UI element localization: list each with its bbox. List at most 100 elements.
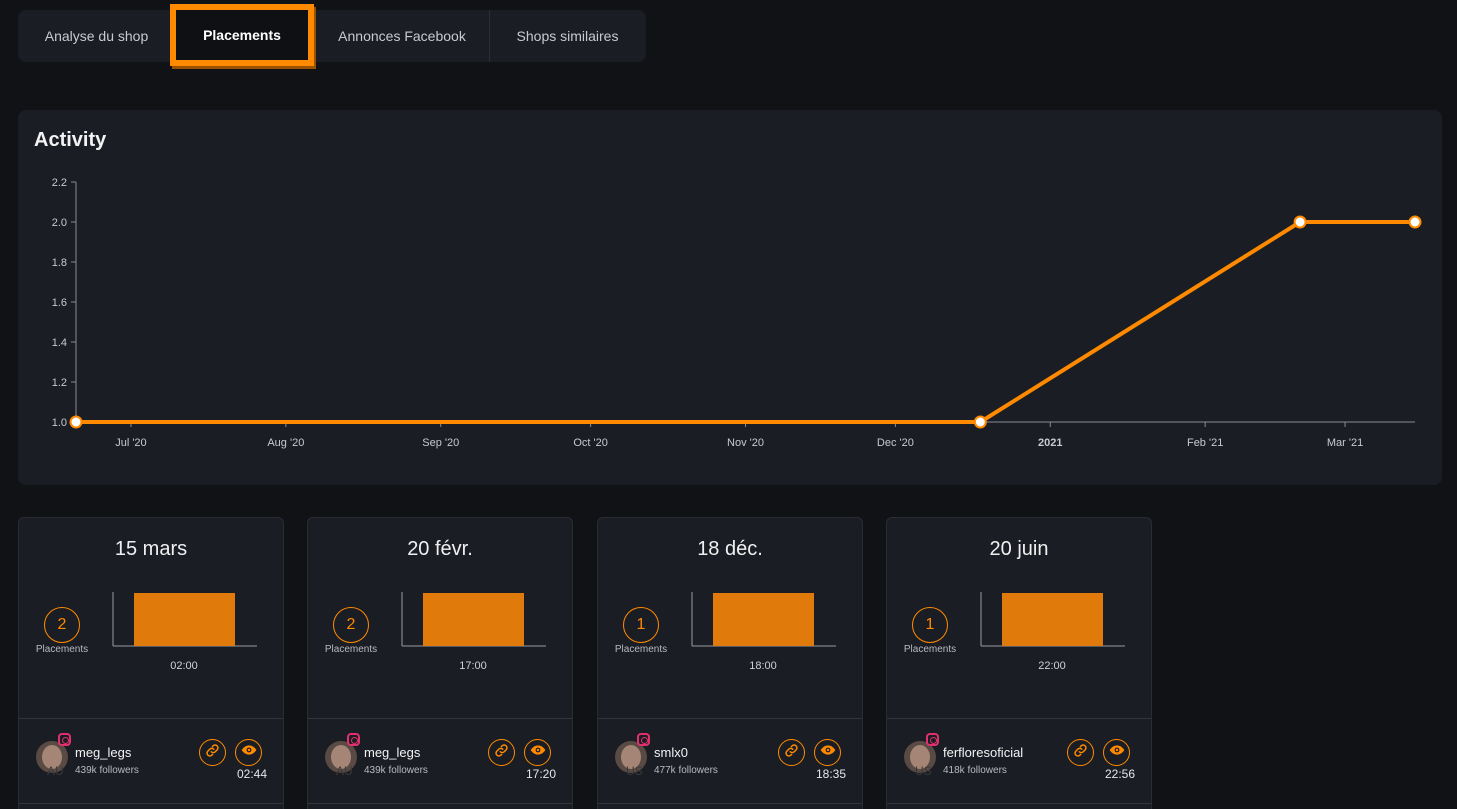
avatar[interactable] — [904, 741, 936, 773]
placement-card: 20 févr. 2 Placements 17:00 AU meg_legs … — [307, 517, 573, 809]
activity-title: Activity — [34, 129, 107, 151]
tab-placements[interactable]: Placements — [170, 4, 314, 66]
link-button[interactable] — [778, 739, 805, 766]
y-tick-label: 2.0 — [52, 217, 67, 229]
card-divider — [887, 718, 1151, 719]
hourly-bar-chart: 22:00 — [980, 592, 1125, 672]
y-tick-label: 1.8 — [52, 257, 67, 269]
x-tick-label: Oct '20 — [573, 437, 608, 449]
activity-panel: Activity 1.0 1.2 1.4 1.6 1.8 2.0 2.2 Jul '20 Au… — [18, 110, 1442, 485]
link-button[interactable] — [488, 739, 515, 766]
y-tick-label: 1.2 — [52, 377, 67, 389]
card-divider — [19, 803, 283, 804]
x-tick-label: 2021 — [1038, 437, 1062, 449]
tab-bar: Analyse du shop Annonces Facebook Shops … — [18, 10, 646, 62]
activity-line — [76, 220, 1415, 424]
instagram-icon — [58, 733, 71, 746]
influencer-username[interactable]: meg_legs — [75, 745, 132, 760]
link-icon — [205, 743, 220, 763]
placement-count-label: Placements — [903, 644, 957, 655]
card-divider — [598, 718, 862, 719]
card-divider — [887, 803, 1151, 804]
eye-icon — [241, 742, 257, 763]
x-tick-label: Jul '20 — [115, 437, 146, 449]
hour-label: 02:00 — [170, 660, 198, 672]
x-tick-label: Dec '20 — [877, 437, 914, 449]
placement-count-badge: 2 — [333, 607, 369, 643]
card-date: 15 mars — [114, 538, 188, 560]
placement-count-badge: 1 — [912, 607, 948, 643]
country-code: AU — [47, 764, 64, 778]
tab-shops-similaires[interactable]: Shops similaires — [489, 10, 645, 62]
link-button[interactable] — [1067, 739, 1094, 766]
card-divider — [308, 718, 572, 719]
placement-count-badge: 1 — [623, 607, 659, 643]
hourly-bar-chart: 02:00 — [112, 592, 257, 672]
hour-label: 22:00 — [1038, 660, 1066, 672]
placement-card: 15 mars 2 Placements 02:00 AU meg_legs 4… — [18, 517, 284, 809]
view-button[interactable] — [1103, 739, 1130, 766]
influencer-username[interactable]: ferfloresoficial — [943, 745, 1024, 760]
card-divider — [19, 718, 283, 719]
influencer-username[interactable]: smlx0 — [654, 745, 688, 760]
x-tick-label: Feb '21 — [1187, 437, 1223, 449]
view-button[interactable] — [524, 739, 551, 766]
hour-bar — [134, 593, 235, 646]
post-time: 02:44 — [236, 767, 267, 781]
hour-bar — [423, 593, 524, 646]
tab-annonces-facebook[interactable]: Annonces Facebook — [338, 28, 466, 44]
follower-count: 439k followers — [75, 765, 139, 776]
hour-label: 18:00 — [749, 660, 777, 672]
instagram-icon — [637, 733, 650, 746]
placement-card: 20 juin 1 Placements 22:00 US ferfloreso… — [886, 517, 1152, 809]
influencer-username[interactable]: meg_legs — [364, 745, 421, 760]
placement-count-label: Placements — [324, 644, 378, 655]
activity-chart: 1.0 1.2 1.4 1.6 1.8 2.0 2.2 Jul '20 Aug '20 Sep … — [52, 177, 1422, 449]
follower-count: 477k followers — [654, 765, 718, 776]
card-divider — [598, 803, 862, 804]
placement-card: 18 déc. 1 Placements 18:00 US smlx0 477k… — [597, 517, 863, 809]
placement-count-badge: 2 — [44, 607, 80, 643]
eye-icon — [530, 742, 546, 763]
hour-bar — [1002, 593, 1103, 646]
card-divider — [308, 803, 572, 804]
hourly-bar-chart: 17:00 — [401, 592, 546, 672]
x-tick-label: Sep '20 — [422, 437, 459, 449]
link-icon — [784, 743, 799, 763]
hour-bar — [713, 593, 814, 646]
view-button[interactable] — [814, 739, 841, 766]
avatar[interactable] — [36, 741, 68, 773]
activity-point[interactable] — [973, 415, 987, 429]
y-tick-label: 1.4 — [52, 337, 67, 349]
post-time: 17:20 — [525, 767, 556, 781]
avatar[interactable] — [325, 741, 357, 773]
post-time: 22:56 — [1104, 767, 1135, 781]
eye-icon — [1109, 742, 1125, 763]
activity-point[interactable] — [69, 415, 83, 429]
follower-count: 439k followers — [364, 765, 428, 776]
card-date: 20 juin — [989, 538, 1049, 560]
post-time: 18:35 — [815, 767, 846, 781]
x-tick-label: Mar '21 — [1327, 437, 1363, 449]
activity-point[interactable] — [1408, 215, 1422, 229]
y-tick-label: 1.0 — [52, 417, 67, 429]
activity-point[interactable] — [1293, 215, 1307, 229]
link-icon — [1073, 743, 1088, 763]
placement-count-label: Placements — [614, 644, 668, 655]
hourly-bar-chart: 18:00 — [691, 592, 836, 672]
link-icon — [494, 743, 509, 763]
y-tick-label: 1.6 — [52, 297, 67, 309]
country-code: US — [915, 764, 932, 778]
view-button[interactable] — [235, 739, 262, 766]
link-button[interactable] — [199, 739, 226, 766]
card-date: 18 déc. — [697, 538, 763, 560]
instagram-icon — [347, 733, 360, 746]
country-code: AU — [336, 764, 353, 778]
follower-count: 418k followers — [943, 765, 1007, 776]
instagram-icon — [926, 733, 939, 746]
hour-label: 17:00 — [459, 660, 487, 672]
y-tick-label: 2.2 — [52, 177, 67, 189]
avatar[interactable] — [615, 741, 647, 773]
tab-analyse-du-shop[interactable]: Analyse du shop — [44, 28, 149, 44]
eye-icon — [820, 742, 836, 763]
